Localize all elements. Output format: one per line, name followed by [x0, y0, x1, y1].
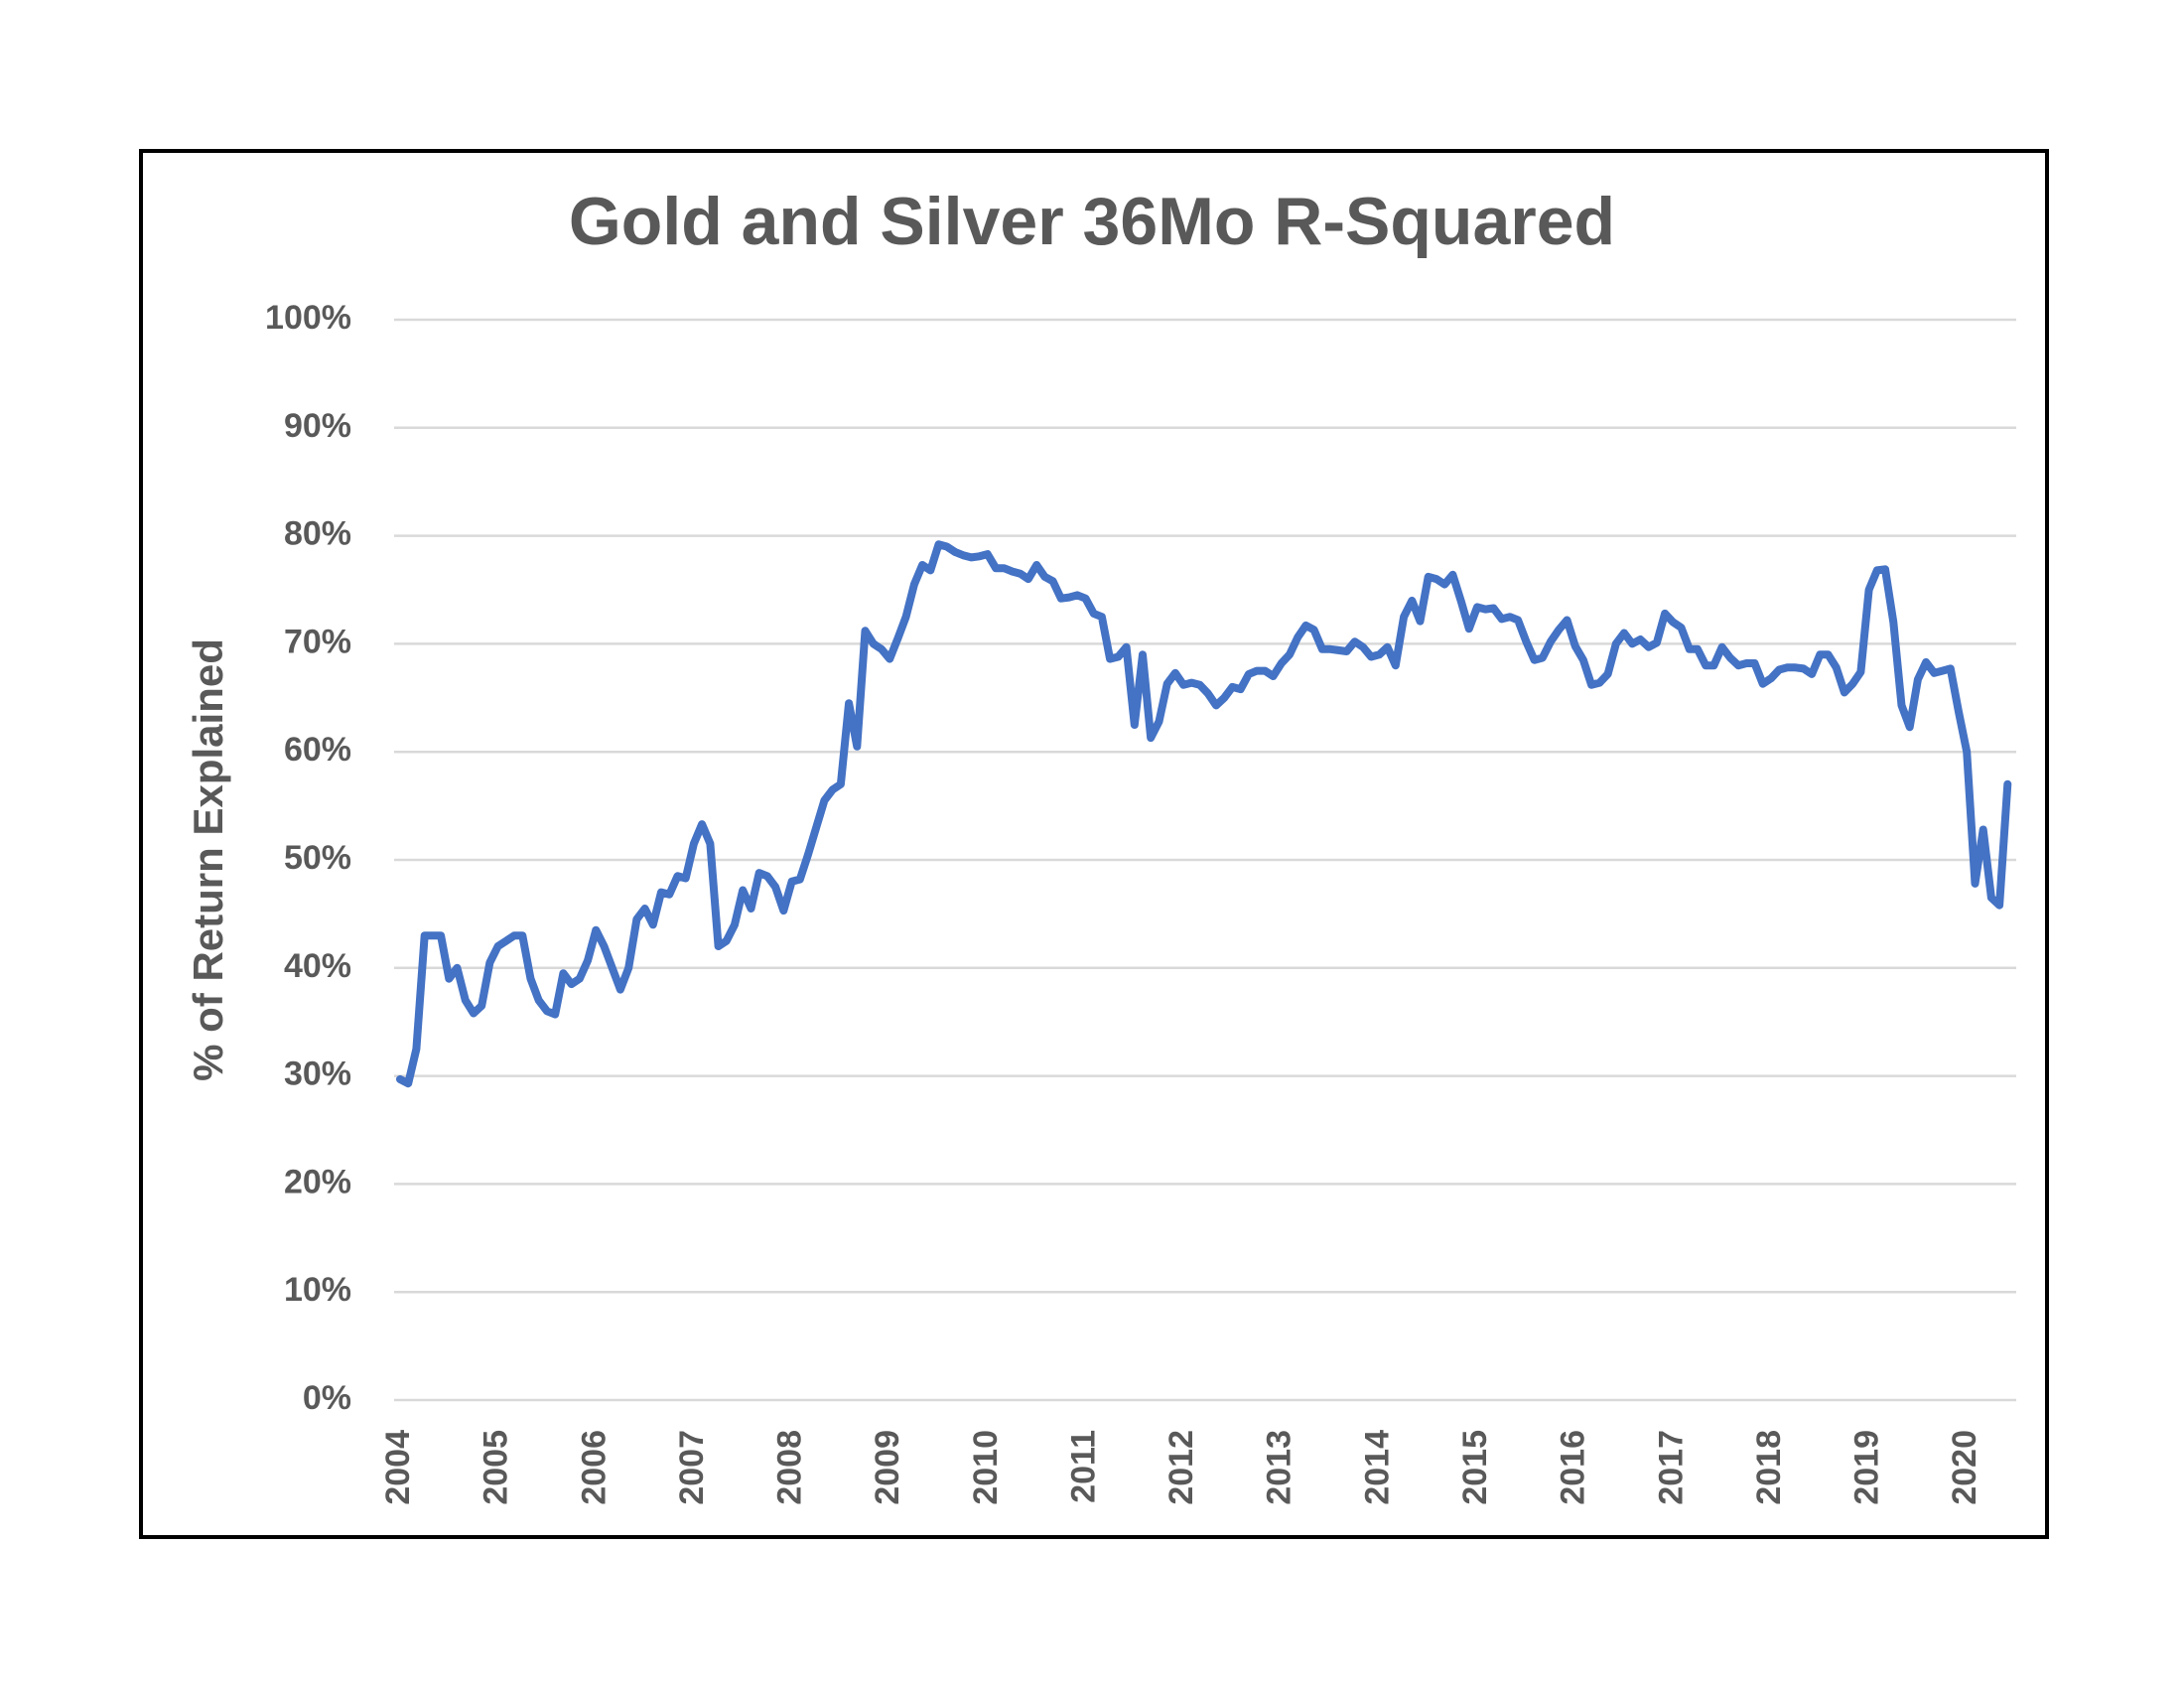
- y-tick-label: 100%: [265, 299, 351, 337]
- x-tick-label: 2019: [1848, 1430, 1886, 1505]
- x-tick-label: 2008: [771, 1430, 809, 1505]
- y-tick-label: 10%: [284, 1271, 351, 1309]
- x-tick-label: 2009: [869, 1430, 906, 1505]
- x-tick-label: 2010: [967, 1430, 1005, 1505]
- x-tick-label: 2012: [1162, 1430, 1200, 1505]
- y-tick-label: 50%: [284, 839, 351, 877]
- x-tick-label: 2005: [478, 1430, 515, 1505]
- x-tick-label: 2013: [1261, 1430, 1298, 1505]
- x-tick-label: 2006: [575, 1430, 613, 1505]
- y-tick-label: 80%: [284, 515, 351, 553]
- data-line: [396, 540, 2012, 1088]
- x-tick-label: 2007: [673, 1430, 711, 1505]
- chart-border: [139, 149, 2049, 1539]
- x-tick-label: 2011: [1064, 1430, 1102, 1503]
- x-tick-label: 2020: [1946, 1430, 1983, 1505]
- x-tick-label: 2015: [1456, 1430, 1494, 1505]
- x-tick-label: 2014: [1358, 1430, 1396, 1505]
- y-axis-label: % of Return Explained: [185, 638, 231, 1081]
- y-tick-label: 60%: [284, 731, 351, 769]
- y-tick-label: 40%: [284, 947, 351, 985]
- y-tick-label: 30%: [284, 1055, 351, 1093]
- y-tick-label: 0%: [303, 1379, 351, 1417]
- x-tick-label: 2018: [1750, 1430, 1788, 1505]
- y-tick-label: 20%: [284, 1163, 351, 1200]
- y-tick-label: 70%: [284, 623, 351, 660]
- chart-title: Gold and Silver 36Mo R-Squared: [569, 184, 1615, 259]
- x-tick-label: 2016: [1555, 1430, 1592, 1505]
- x-tick-label: 2017: [1652, 1430, 1690, 1505]
- y-tick-label: 90%: [284, 407, 351, 445]
- x-tick-label: 2004: [379, 1430, 417, 1505]
